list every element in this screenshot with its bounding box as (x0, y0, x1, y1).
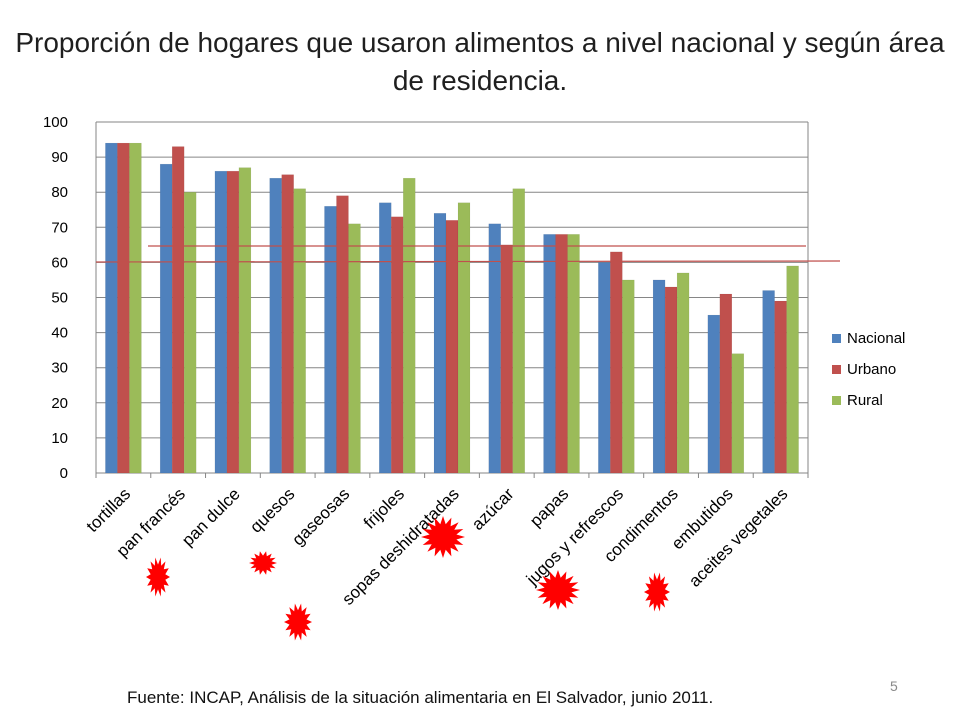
legend-swatch-urbano (832, 365, 841, 374)
y-tick-label: 10 (51, 430, 68, 447)
y-tick-label: 100 (43, 114, 68, 131)
bar-nacional (269, 177, 282, 474)
bar-nacional (214, 170, 228, 474)
starburst-icon (644, 572, 670, 612)
bar-nacional (598, 262, 611, 474)
bar-urbano (336, 195, 349, 474)
y-tick-label: 20 (51, 395, 68, 412)
bar-rural (183, 191, 197, 474)
x-tick-label: azúcar (468, 484, 518, 534)
y-tick-label: 0 (60, 465, 68, 482)
y-tick-label: 40 (51, 325, 68, 342)
bar-nacional (762, 290, 775, 474)
bar-rural (567, 234, 580, 474)
reference-line (95, 260, 841, 263)
bar-rural (457, 202, 471, 474)
bar-nacional (543, 234, 556, 474)
starburst-icon (284, 603, 312, 641)
bar-rural (402, 177, 416, 474)
x-tick-label: frijoles (360, 484, 408, 532)
bar-urbano (664, 286, 678, 474)
bar-urbano (226, 170, 240, 474)
y-tick-label: 30 (51, 360, 68, 377)
bar-rural (676, 272, 690, 474)
bar-nacional (159, 163, 173, 474)
bar-rural (293, 188, 306, 474)
bar-rural (238, 167, 252, 474)
legend-label: Rural (847, 392, 883, 409)
x-tick-label: jugos y refrescos (522, 484, 627, 589)
bar-urbano (445, 220, 459, 474)
x-tick-label: pan dulce (178, 484, 244, 550)
bar-nacional (433, 213, 447, 474)
bar-rural (512, 188, 526, 474)
legend-swatch-nacional (832, 334, 841, 343)
bar-nacional (378, 202, 392, 474)
starburst-icon (249, 551, 277, 575)
starburst-icon (536, 570, 580, 610)
legend-label: Nacional (847, 330, 905, 347)
starburst-icon (421, 516, 465, 558)
source-footer: Fuente: INCAP, Análisis de la situación … (127, 688, 714, 707)
x-tick-label: tortillas (83, 484, 135, 536)
x-tick-label: papas (526, 484, 572, 530)
legend-label: Urbano (847, 361, 896, 378)
legend-swatch-rural (832, 396, 841, 405)
y-tick-label: 80 (51, 184, 68, 201)
bar-urbano (281, 174, 294, 474)
bar-nacional (105, 142, 118, 474)
starburst-icon (146, 557, 170, 597)
bar-urbano (117, 142, 130, 474)
bar-urbano (774, 300, 787, 474)
bar-urbano (610, 251, 623, 474)
bar-rural (129, 142, 142, 474)
bar-urbano (171, 146, 185, 474)
bar-rural (731, 353, 745, 474)
bar-urbano (719, 293, 733, 474)
bar-nacional (707, 314, 721, 474)
bar-urbano (500, 244, 514, 474)
y-tick-label: 50 (51, 290, 68, 307)
bar-rural (348, 223, 361, 474)
bar-rural (622, 279, 635, 474)
bar-rural (786, 265, 799, 474)
y-tick-label: 70 (51, 219, 68, 236)
y-tick-label: 90 (51, 149, 68, 166)
x-tick-label: quesos (246, 484, 298, 536)
slide-title: Proporción de hogares que usaron aliment… (15, 27, 945, 96)
bar-urbano (555, 234, 568, 474)
bar-nacional (652, 279, 666, 474)
y-tick-label: 60 (51, 254, 68, 271)
page-number: 5 (890, 678, 898, 694)
x-tick-label: gaseosas (288, 484, 353, 549)
x-tick-label: aceites vegetales (685, 484, 791, 590)
bar-urbano (390, 216, 404, 474)
